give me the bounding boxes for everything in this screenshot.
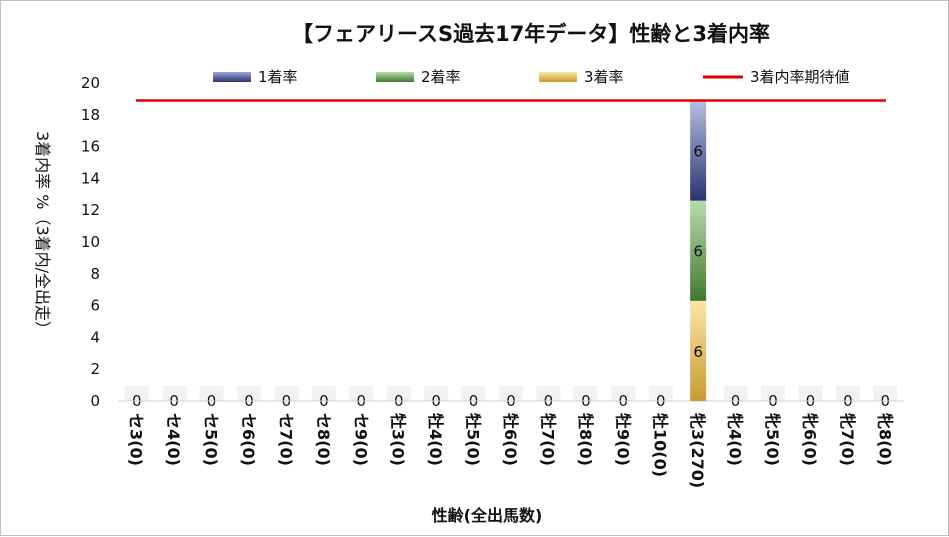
bar-segment-2nd [690, 200, 707, 301]
x-category-label: 牡3(0) [389, 413, 408, 466]
legend-label-3rd: 3着率 [584, 68, 624, 86]
x-category: 牡6(0) [501, 413, 520, 466]
x-category-label: 牝8(0) [875, 413, 894, 466]
x-category: 牝5(0) [763, 413, 782, 466]
zero-label-bg [311, 386, 336, 401]
x-category: 牝4(0) [726, 413, 745, 466]
y-tick-label: 16 [81, 138, 100, 156]
x-category: セ4(0) [164, 413, 183, 466]
zero-label-bg [349, 386, 374, 401]
x-category-label: 牡5(0) [464, 413, 483, 466]
x-category-label: 牡6(0) [501, 413, 520, 466]
x-category-label: 牡7(0) [538, 413, 557, 466]
x-category: 牡7(0) [538, 413, 557, 466]
x-category: セ3(0) [127, 413, 146, 466]
y-tick-label: 8 [90, 265, 100, 283]
zero-label-bg [536, 386, 561, 401]
x-category-label: セ4(0) [164, 413, 183, 466]
x-category-label: 牝4(0) [726, 413, 745, 466]
y-tick-label: 4 [90, 328, 100, 346]
x-category: セ8(0) [314, 413, 333, 466]
x-category-label: 牝7(0) [838, 413, 857, 466]
legend-swatch-1st [213, 72, 251, 82]
x-category: 牡9(0) [613, 413, 632, 466]
bar-segment-3rd [690, 300, 707, 401]
zero-label-bg [461, 386, 486, 401]
legend-label-expected: 3着内率期待値 [750, 68, 850, 86]
bar-segment-1st [690, 100, 707, 201]
x-category-label: セ6(0) [239, 413, 258, 466]
zero-label-bg [798, 386, 823, 401]
zero-label-bg [723, 386, 748, 401]
x-category: セ9(0) [351, 413, 370, 466]
x-category-label: セ7(0) [276, 413, 295, 466]
zero-label-bg [611, 386, 636, 401]
data-labels: 6 6 6 [693, 143, 703, 361]
x-category: 牡10(0) [651, 413, 670, 477]
x-category: 牝7(0) [838, 413, 857, 466]
x-category: 牡4(0) [426, 413, 445, 466]
x-category: 牡5(0) [464, 413, 483, 466]
zero-label-bg [648, 386, 673, 401]
y-tick-label: 10 [81, 233, 100, 251]
y-axis: 0 2 4 6 8 10 12 14 16 18 20 [81, 74, 100, 410]
zero-label-bg [162, 386, 187, 401]
x-axis-title: 性齢(全出馬数) [432, 506, 543, 525]
x-category: 牝6(0) [800, 413, 819, 466]
x-category-label: セ9(0) [351, 413, 370, 466]
y-tick-label: 14 [81, 169, 100, 187]
y-tick-label: 2 [90, 360, 100, 378]
y-tick-label: 18 [81, 106, 100, 124]
bars [690, 100, 707, 401]
zero-label-bg [873, 386, 898, 401]
x-category-label: 牡9(0) [613, 413, 632, 466]
zero-label-bg [424, 386, 449, 401]
data-label: 6 [693, 243, 703, 261]
zero-label-bg [199, 386, 224, 401]
chart-title: 【フェアリースS過去17年データ】性齢と3着内率 [292, 22, 770, 46]
data-label: 6 [693, 343, 703, 361]
y-axis-title-text: 3着内率 %（3着内/全出走） [33, 131, 52, 337]
x-category-label: 牝6(0) [800, 413, 819, 466]
zero-label-bg [124, 386, 149, 401]
x-category-label: 牡10(0) [651, 413, 670, 477]
x-category: 牡3(0) [389, 413, 408, 466]
x-category-label: セ3(0) [127, 413, 146, 466]
x-category: セ7(0) [276, 413, 295, 466]
x-axis-categories: セ3(0) セ4(0) セ5(0) セ6(0) セ7(0) セ8(0) セ9(0) 牡3(0)… [127, 413, 895, 488]
x-category: 牝3(270) [688, 413, 707, 488]
zero-label-bg [573, 386, 598, 401]
y-tick-label: 0 [90, 392, 100, 410]
x-category-label: 牡8(0) [576, 413, 595, 466]
zero-label-bg [274, 386, 299, 401]
zero-label-bg [835, 386, 860, 401]
zero-label-bg [499, 386, 523, 401]
y-tick-label: 20 [81, 74, 100, 92]
zero-label-bg [761, 386, 785, 401]
y-tick-label: 12 [81, 201, 100, 219]
y-tick-label: 6 [90, 297, 100, 315]
legend-swatch-3rd [539, 72, 577, 82]
legend-label-1st: 1着率 [258, 68, 298, 86]
x-category-label: 牝3(270) [688, 413, 707, 488]
x-category: セ6(0) [239, 413, 258, 466]
legend-swatch-2nd [376, 72, 414, 82]
x-category: セ5(0) [202, 413, 221, 466]
legend: 1着率 2着率 3着率 3着内率期待値 [213, 68, 850, 86]
x-category-label: 牝5(0) [763, 413, 782, 466]
legend-label-2nd: 2着率 [421, 68, 461, 86]
data-label: 6 [693, 143, 703, 161]
x-category: 牡8(0) [576, 413, 595, 466]
x-category: 牝8(0) [875, 413, 894, 466]
zero-label-bg [237, 386, 261, 401]
y-axis-title: 3着内率 %（3着内/全出走） [33, 131, 52, 337]
x-category-label: 牡4(0) [426, 413, 445, 466]
x-category-label: セ5(0) [202, 413, 221, 466]
zero-label-bg [386, 386, 411, 401]
x-category-label: セ8(0) [314, 413, 333, 466]
